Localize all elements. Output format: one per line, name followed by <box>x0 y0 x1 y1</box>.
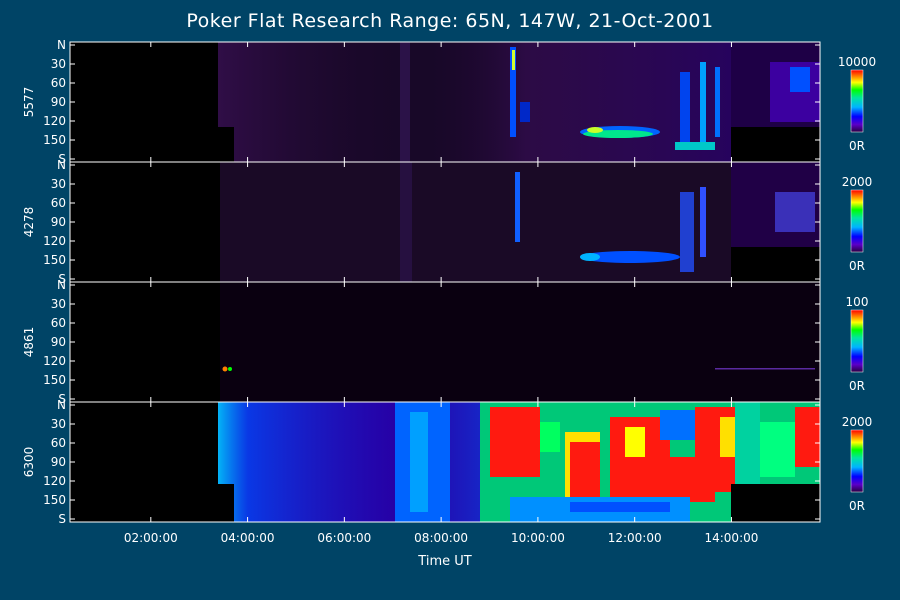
panel-image-4861 <box>70 282 820 402</box>
x-tick-label: 02:00:00 <box>124 531 178 545</box>
y-tick-label: 120 <box>43 114 66 128</box>
y-tick-label: S <box>58 152 66 166</box>
colorbar-max-label: 2000 <box>842 415 873 429</box>
colorbar-gradient <box>850 69 864 133</box>
panel-ylabel: 4278 <box>22 207 36 238</box>
y-tick-label: S <box>58 512 66 526</box>
y-tick-label: S <box>58 392 66 406</box>
x-tick-label: 10:00:00 <box>511 531 565 545</box>
x-tick-label: 04:00:00 <box>221 531 275 545</box>
y-tick-label: 30 <box>51 57 66 71</box>
colorbar-min-label: 0R <box>849 259 865 273</box>
colorbar-gradient <box>850 309 864 373</box>
y-tick-label: S <box>58 272 66 286</box>
y-tick-label: 120 <box>43 234 66 248</box>
x-tick-label: 12:00:00 <box>608 531 662 545</box>
y-tick-label: N <box>57 398 66 412</box>
colorbar-6300: 2000 0R <box>842 415 873 513</box>
chart-title: Poker Flat Research Range: 65N, 147W, 21… <box>186 10 714 32</box>
panel-image-6300 <box>70 402 820 522</box>
colorbar-5577: 10000 0R <box>838 55 876 153</box>
x-tick-label: 06:00:00 <box>317 531 371 545</box>
panel-4278: N 30 60 90 120 150 S 4278 <box>22 158 821 286</box>
panel-6300: N 30 60 90 120 150 S 6300 <box>22 398 821 526</box>
colorbar-gradient <box>850 429 864 493</box>
y-tick-label: 30 <box>51 177 66 191</box>
panel-image-4278 <box>70 162 820 282</box>
colorbar-max-label: 10000 <box>838 55 876 69</box>
y-tick-label: 90 <box>51 455 66 469</box>
panel-ylabel: 5577 <box>22 87 36 118</box>
colorbar-4278: 2000 0R <box>842 175 873 273</box>
colorbar-4861: 100 0R <box>846 295 869 393</box>
colorbar-min-label: 0R <box>849 379 865 393</box>
panel-ylabel: 6300 <box>22 447 36 478</box>
y-tick-label: 30 <box>51 297 66 311</box>
y-tick-label: 30 <box>51 417 66 431</box>
x-tick-label: 14:00:00 <box>704 531 758 545</box>
y-tick-label: N <box>57 278 66 292</box>
y-tick-label: 150 <box>43 373 66 387</box>
y-tick-label: 150 <box>43 133 66 147</box>
y-tick-label: 90 <box>51 215 66 229</box>
y-tick-label: 150 <box>43 253 66 267</box>
colorbar-min-label: 0R <box>849 139 865 153</box>
colorbar-min-label: 0R <box>849 499 865 513</box>
colorbar-max-label: 100 <box>846 295 869 309</box>
panel-4861: N 30 60 90 120 150 S 4861 <box>22 278 821 406</box>
panel-5577: N 30 60 90 120 150 S 5577 <box>22 38 821 166</box>
y-tick-label: N <box>57 38 66 52</box>
y-tick-label: 150 <box>43 493 66 507</box>
y-tick-label: 60 <box>51 436 66 450</box>
y-tick-label: 60 <box>51 196 66 210</box>
colorbar-gradient <box>850 189 864 253</box>
y-tick-label: 120 <box>43 474 66 488</box>
y-tick-label: 90 <box>51 335 66 349</box>
x-axis-label: Time UT <box>418 554 472 569</box>
panel-image-5577 <box>70 42 820 162</box>
y-tick-label: 60 <box>51 76 66 90</box>
y-tick-label: 120 <box>43 354 66 368</box>
y-tick-label: N <box>57 158 66 172</box>
y-tick-label: 90 <box>51 95 66 109</box>
y-tick-label: 60 <box>51 316 66 330</box>
panel-ylabel: 4861 <box>22 327 36 358</box>
colorbar-max-label: 2000 <box>842 175 873 189</box>
x-tick-label: 08:00:00 <box>414 531 468 545</box>
